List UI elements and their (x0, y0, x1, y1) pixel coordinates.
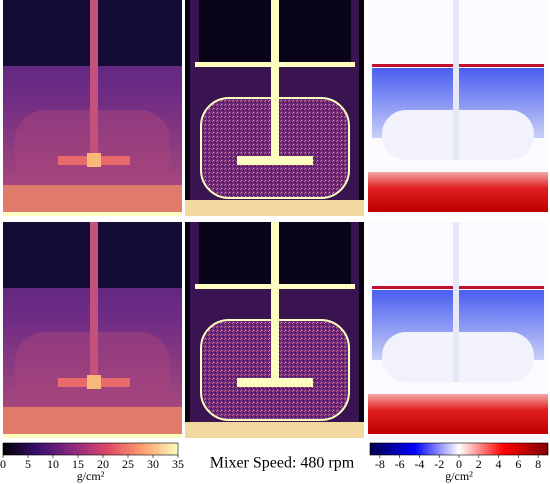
tick-label: -4 (414, 457, 424, 471)
tick-label: 0 (0, 457, 6, 471)
tick-label: 15 (72, 457, 84, 471)
blade (237, 378, 313, 387)
tick-label: 2 (476, 457, 482, 471)
density-panel (3, 0, 182, 216)
red-band (368, 172, 548, 212)
tick-label: 20 (97, 457, 109, 471)
shaft (90, 222, 98, 387)
density-panel (3, 222, 182, 438)
colorbar-label: g/cm² (77, 469, 105, 483)
tick-label: 5 (25, 457, 31, 471)
red-band (368, 394, 548, 434)
floor (3, 212, 182, 216)
tick-label: 35 (172, 457, 184, 471)
tick-label: 30 (147, 457, 159, 471)
blade (237, 156, 313, 165)
caption: Mixer Speed: 480 rpm (210, 455, 355, 472)
tick-label: 25 (122, 457, 134, 471)
tick-label: -6 (395, 457, 405, 471)
shaft (271, 222, 279, 387)
difference-panel (368, 0, 548, 216)
shaft (453, 0, 459, 160)
floor (3, 434, 182, 438)
tick-label: 0 (456, 457, 462, 471)
tick-label: 8 (535, 457, 541, 471)
colorbar-label: g/cm² (445, 469, 473, 483)
hub (87, 375, 101, 389)
tick-label: 10 (47, 457, 59, 471)
bottom-band (3, 407, 182, 434)
floor (185, 422, 364, 438)
colorbars: 0 5 10 15 20 25 30 35g/cm²-8 -6 -4 -2 0 2 4 6 8g/cm² (0, 442, 549, 483)
normalized-panel (185, 222, 364, 438)
floor (185, 200, 364, 216)
colorbar (2, 442, 179, 456)
tick-label: 4 (496, 457, 502, 471)
shaft (453, 222, 459, 382)
hub (87, 153, 101, 167)
tick-label: 6 (515, 457, 521, 471)
image-panels (3, 0, 548, 438)
bottom-band (3, 185, 182, 212)
colorbar (369, 442, 549, 456)
tick-label: -8 (375, 457, 385, 471)
shaft (90, 0, 98, 165)
normalized-panel (185, 0, 364, 216)
difference-panel (368, 222, 548, 438)
shaft (271, 0, 279, 165)
tick-label: -2 (434, 457, 444, 471)
